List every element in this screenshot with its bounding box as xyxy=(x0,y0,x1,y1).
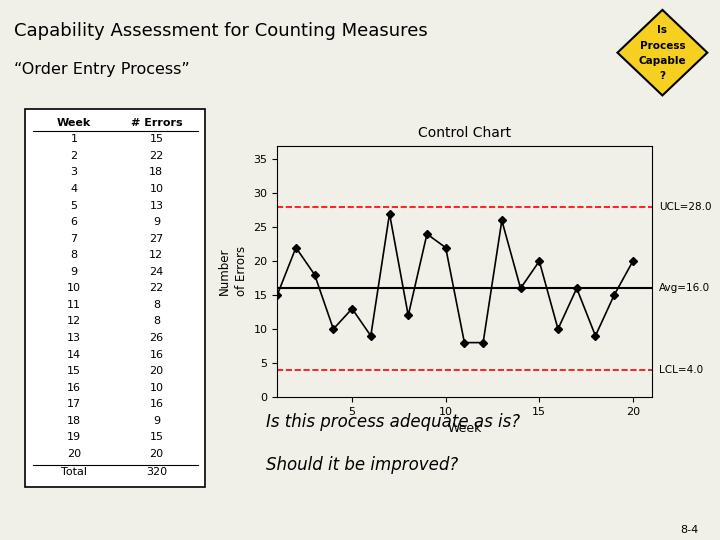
Text: 18: 18 xyxy=(149,167,163,178)
Text: 8-4: 8-4 xyxy=(680,524,698,535)
Text: 24: 24 xyxy=(149,267,163,277)
Text: Process: Process xyxy=(639,40,685,51)
Text: 16: 16 xyxy=(149,399,163,409)
Text: Avg=16.0: Avg=16.0 xyxy=(659,284,710,293)
Text: 14: 14 xyxy=(67,349,81,360)
Text: 9: 9 xyxy=(153,416,160,426)
Text: 2: 2 xyxy=(71,151,78,161)
Text: 16: 16 xyxy=(67,383,81,393)
Text: 13: 13 xyxy=(67,333,81,343)
Text: 19: 19 xyxy=(67,433,81,442)
Text: 1: 1 xyxy=(71,134,78,144)
Text: 20: 20 xyxy=(149,449,163,459)
Text: 9: 9 xyxy=(71,267,78,277)
Text: Is this process adequate as is?: Is this process adequate as is? xyxy=(266,413,521,431)
Text: 12: 12 xyxy=(149,250,163,260)
Text: 8: 8 xyxy=(153,300,160,310)
Text: 15: 15 xyxy=(149,134,163,144)
Text: 9: 9 xyxy=(153,217,160,227)
Text: 15: 15 xyxy=(67,366,81,376)
Text: 320: 320 xyxy=(146,468,167,477)
Text: Capable: Capable xyxy=(639,56,686,66)
Text: 13: 13 xyxy=(149,200,163,211)
Text: 26: 26 xyxy=(149,333,163,343)
Text: Should it be improved?: Should it be improved? xyxy=(266,456,459,474)
Text: # Errors: # Errors xyxy=(130,118,182,128)
Text: Capability Assessment for Counting Measures: Capability Assessment for Counting Measu… xyxy=(14,22,428,39)
Text: LCL=4.0: LCL=4.0 xyxy=(659,364,703,375)
Text: 18: 18 xyxy=(67,416,81,426)
Text: Is: Is xyxy=(657,25,667,36)
Text: 10: 10 xyxy=(149,383,163,393)
Title: Control Chart: Control Chart xyxy=(418,126,511,140)
Polygon shape xyxy=(618,10,707,96)
Text: 4: 4 xyxy=(71,184,78,194)
Text: 6: 6 xyxy=(71,217,78,227)
X-axis label: Week: Week xyxy=(447,422,482,435)
Text: 10: 10 xyxy=(149,184,163,194)
Text: 8: 8 xyxy=(153,316,160,327)
Text: 22: 22 xyxy=(149,284,163,293)
Text: Total: Total xyxy=(61,468,87,477)
Text: 7: 7 xyxy=(71,234,78,244)
Text: Week: Week xyxy=(57,118,91,128)
Text: 11: 11 xyxy=(67,300,81,310)
Text: 10: 10 xyxy=(67,284,81,293)
Text: 15: 15 xyxy=(149,433,163,442)
Text: 12: 12 xyxy=(67,316,81,327)
Text: 3: 3 xyxy=(71,167,78,178)
Text: 20: 20 xyxy=(67,449,81,459)
Y-axis label: Number
of Errors: Number of Errors xyxy=(217,246,248,296)
Text: 5: 5 xyxy=(71,200,78,211)
Text: 16: 16 xyxy=(149,349,163,360)
FancyBboxPatch shape xyxy=(25,109,205,488)
Text: UCL=28.0: UCL=28.0 xyxy=(659,202,711,212)
Text: 27: 27 xyxy=(149,234,163,244)
Text: 22: 22 xyxy=(149,151,163,161)
Text: ?: ? xyxy=(660,71,665,81)
Text: 8: 8 xyxy=(71,250,78,260)
Text: “Order Entry Process”: “Order Entry Process” xyxy=(14,62,190,77)
Text: 20: 20 xyxy=(149,366,163,376)
Text: 17: 17 xyxy=(67,399,81,409)
